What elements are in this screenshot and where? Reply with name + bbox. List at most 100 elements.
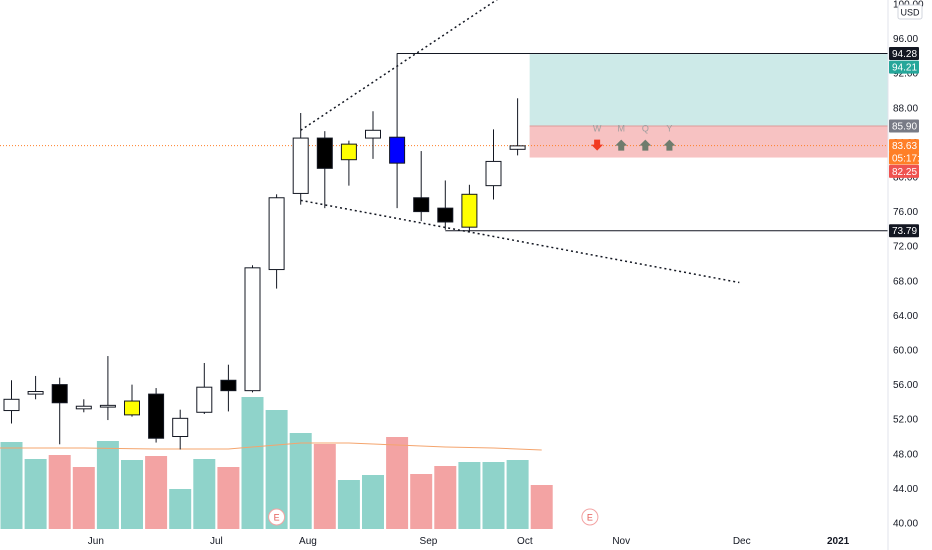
drawing-lines [300,0,888,284]
price-badge [889,224,919,238]
volume-bar [72,467,95,529]
x-tick-label: Nov [612,536,630,547]
y-tick-label: 88.00 [893,103,918,114]
candle-body [244,267,261,392]
candle-body [172,417,189,437]
arrow-up-icon [639,139,652,151]
time-axis[interactable]: Jun Jul Aug Sep Oct Nov Dec 2021 [88,536,850,547]
volume-bar [169,489,192,529]
y-tick-label: 76.00 [893,207,918,218]
volume-bar [0,442,23,529]
candle-body [124,400,140,416]
price-badge-text: 85.90 [892,121,917,132]
volume-bar [458,462,481,529]
candle-body [389,136,406,164]
x-tick-label: Sep [420,536,438,547]
price-badge [889,119,919,133]
y-tick-label: 44.00 [893,484,918,495]
price-badge-text: 82.25 [892,167,917,178]
candle-body [27,391,44,395]
price-badge-text: 94.21 [892,63,917,74]
volume-bar [193,459,216,529]
y-tick-label: 40.00 [893,519,918,530]
price-badge [889,46,919,60]
earnings-event-label: E [274,513,280,523]
volume-bar [482,462,505,529]
arrow-down-icon [591,139,604,151]
x-tick-label: 2021 [827,536,850,547]
candle-body [485,160,502,187]
volume-bar [265,410,288,529]
candle-body [3,398,20,412]
price-badge-text: 94.28 [892,49,917,60]
volume-bar [362,475,384,529]
volume-bar [241,397,264,529]
currency-box [897,4,923,20]
candle-body [437,207,454,223]
y-tick-label: 56.00 [893,380,918,391]
candle-body [340,143,357,161]
earnings-event-marker [268,508,286,526]
earnings-event-label: E [587,513,593,523]
trend-line [300,0,498,131]
volume-bar [386,437,409,529]
earnings-event-marker [581,508,599,526]
volume-bar [96,441,119,529]
candle-body [220,379,237,392]
price-axis[interactable]: 100.0096.0092.0088.0084.0080.0076.0072.0… [887,0,924,550]
price-badge [889,139,919,153]
candle-body [509,145,526,150]
volume-bar [24,459,47,529]
x-tick-label: Oct [517,536,533,547]
stop-zone [529,125,888,158]
x-tick-label: Jul [210,536,223,547]
y-tick-label: 48.00 [893,449,918,460]
arrow-up-icon [615,139,628,151]
price-badge-text: 05:17:06 [892,153,931,164]
trend-line [300,199,740,284]
candle-body [51,384,68,404]
volume-layer [0,397,553,529]
candle-body [365,129,381,139]
candle-body [316,137,333,169]
y-tick-label: 64.00 [893,311,918,322]
timeframe-label: Y [666,124,672,134]
price-badge [889,151,919,165]
x-tick-label: Dec [733,536,751,547]
volume-bar [289,433,312,529]
currency-text: USD [900,8,920,18]
volume-bar [121,460,143,529]
timeframe-label: W [593,124,602,134]
price-badge-text: 83.63 [892,141,917,152]
candles-layer [3,53,526,450]
y-tick-label: 52.00 [893,415,918,426]
volume-bar [145,456,168,529]
price-badge [889,60,919,74]
currency-label[interactable]: USD [897,4,923,20]
x-tick-label: Aug [299,536,317,547]
timeframe-label: M [617,124,625,134]
candle-body [461,193,478,228]
volume-bar [530,485,553,529]
y-tick-label: 72.00 [893,242,918,253]
volume-bar [48,455,71,529]
volume-bar [313,444,336,529]
candle-body [99,404,116,408]
volume-bar [506,460,529,529]
candle-body [292,137,309,194]
x-tick-label: Jun [88,536,104,547]
y-tick-label: 60.00 [893,346,918,357]
candle-body [413,197,430,213]
y-tick-label: 96.00 [893,34,918,45]
volume-bar [217,467,240,529]
price-badge [889,164,919,178]
timeframe-label: Q [642,124,649,134]
volume-bar [337,480,360,529]
candle-body [148,393,165,439]
candle-body [75,405,92,410]
candle-body [196,386,213,413]
